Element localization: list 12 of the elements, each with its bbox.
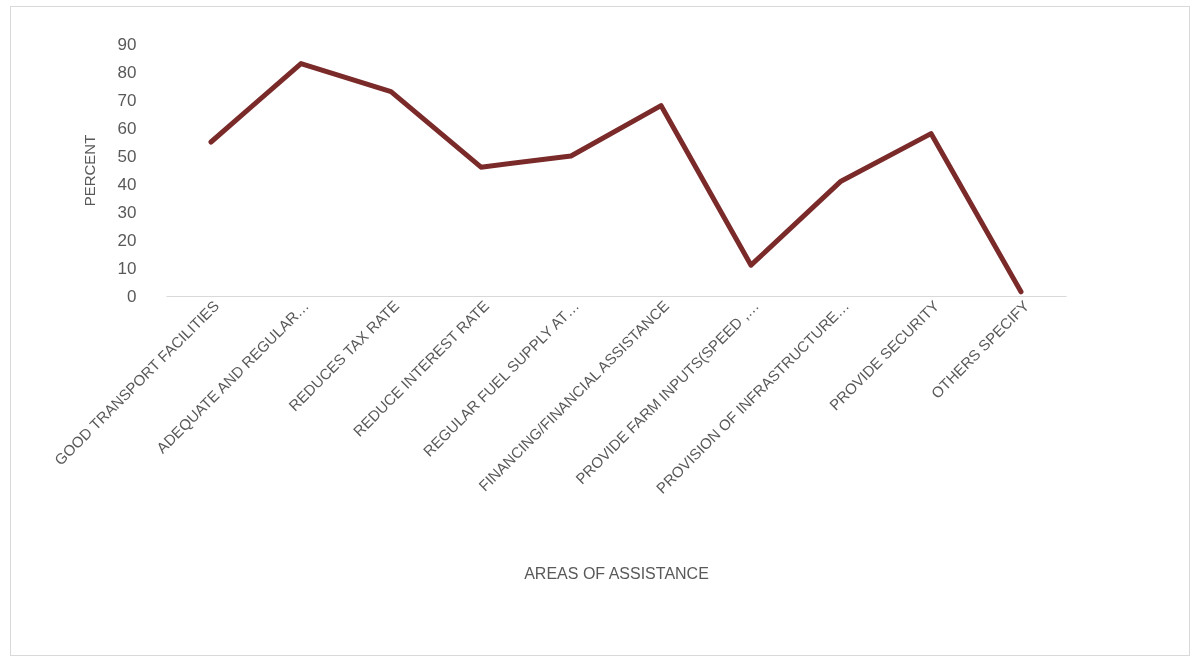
y-tick-label: 20: [117, 230, 137, 250]
x-axis-title: AREAS OF ASSISTANCE: [524, 565, 709, 583]
y-tick-label: 50: [117, 146, 137, 166]
y-tick-label: 70: [117, 90, 137, 110]
y-tick-label: 40: [117, 174, 137, 194]
y-tick-label: 90: [117, 34, 137, 54]
y-axis-title: PERCENT: [80, 134, 98, 207]
y-tick-label: 30: [117, 202, 137, 222]
y-tick-label: 10: [117, 258, 137, 278]
y-tick-label: 80: [117, 62, 137, 82]
y-tick-label: 60: [117, 118, 137, 138]
y-tick-label: 0: [127, 286, 137, 306]
